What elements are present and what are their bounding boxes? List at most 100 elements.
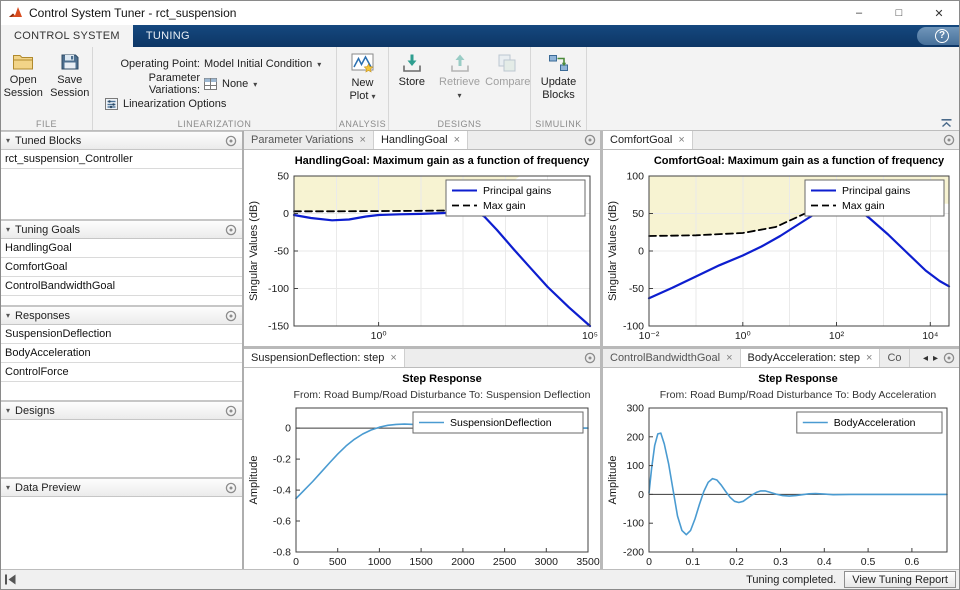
designs-list [1,420,242,478]
tab-parameter-variations[interactable]: Parameter Variations × [244,131,374,149]
parameter-variations-row: Parameter Variations: None ▾ [97,72,332,96]
store-button[interactable]: Store [389,53,435,89]
svg-text:0: 0 [646,556,652,568]
responses-header[interactable]: ▾ Responses [1,306,242,325]
minimize-button[interactable]: – [855,7,863,19]
panel-circle-icon[interactable] [225,135,237,147]
svg-text:0: 0 [285,423,291,435]
toolbar: Open Session Save Session FILE Operating… [1,47,959,131]
suspension-step-tabbar: SuspensionDeflection: step × [244,349,600,368]
tab-control-bandwidth-goal[interactable]: ControlBandwidthGoal × [603,349,741,367]
tab-suspension-deflection-step[interactable]: SuspensionDeflection: step × [244,349,405,367]
svg-text:2000: 2000 [451,556,475,568]
list-item-tuning-goal[interactable]: HandlingGoal [1,239,242,258]
tab-control-system[interactable]: CONTROL SYSTEM [1,25,133,47]
panel-circle-icon[interactable] [225,405,237,417]
close-tab-icon[interactable]: × [453,134,461,146]
panel-circle-icon[interactable] [943,352,955,364]
parameter-variations-value: None [222,78,249,90]
panel-circle-icon[interactable] [225,224,237,236]
simulink-section-label: SIMULINK [535,119,582,129]
data-preview-header[interactable]: ▾ Data Preview [1,478,242,497]
save-session-button[interactable]: Save Session [48,53,93,100]
help-icon: ? [935,29,949,43]
open-session-button[interactable]: Open Session [1,53,46,100]
list-item-tuned-block[interactable]: rct_suspension_Controller [1,150,242,169]
tab-truncated[interactable]: Co [880,349,910,367]
close-tab-icon[interactable]: × [866,352,873,364]
list-item-response[interactable]: SuspensionDeflection [1,325,242,344]
tab-comfort-goal[interactable]: ComfortGoal × [603,131,693,149]
panel-circle-icon[interactable] [584,134,596,146]
close-tab-icon[interactable]: × [726,352,733,364]
handling-goal-tabbar: Parameter Variations × HandlingGoal × [244,131,600,150]
panel-circle-icon[interactable] [584,352,596,364]
new-plot-button[interactable]: New Plot ▾ [340,53,386,103]
svg-text:1500: 1500 [409,556,433,568]
panel-suspension-step: SuspensionDeflection: step × 0 500 1000 150… [244,349,600,569]
save-icon [61,53,79,71]
linearization-options-label: Linearization Options [123,98,227,110]
panel-circle-icon[interactable] [225,310,237,322]
linearization-options-button[interactable]: Linearization Options [105,98,226,110]
suspension-step-chart: 0 500 1000 1500 2000 2500 3000 3500 0 -0.2 -0.4 -0.… [248,373,600,568]
list-item-tuning-goal[interactable]: ComfortGoal [1,258,242,277]
maximize-button[interactable]: □ [895,7,903,19]
svg-text:Step Response: Step Response [758,373,837,385]
close-tab-icon[interactable]: × [678,134,685,146]
body-acceleration-tabbar: ControlBandwidthGoal × BodyAcceleration:… [603,349,959,368]
table-grid-icon [204,78,217,90]
svg-text:From: Road Bump/Road Disturban: From: Road Bump/Road Disturbance To: Bod… [660,389,937,401]
collapse-icon: ▾ [6,406,11,415]
store-label: Store [398,76,425,88]
designs-header[interactable]: ▾ Designs [1,401,242,420]
comfort-goal-tabbar: ComfortGoal × [603,131,959,150]
svg-text:50: 50 [632,208,644,220]
svg-text:10⁰: 10⁰ [371,330,387,342]
comfort-goal-chart: 10⁻² 10⁰ 10² 10⁴ 100 50 0 -50 -100 ComfortGoal: M… [607,155,951,342]
titlebar: Control System Tuner - rct_suspension – … [1,1,959,25]
svg-text:100: 100 [626,460,644,472]
list-item-response[interactable]: BodyAcceleration [1,344,242,363]
tab-tuning[interactable]: TUNING [145,30,190,42]
plot-grid: Parameter Variations × HandlingGoal × 10… [244,131,959,569]
sidebar: ▾ Tuned Blocks rct_suspension_Controller… [1,131,244,569]
operating-point-dropdown[interactable]: Model Initial Condition ▾ [204,58,321,70]
collapse-ribbon-icon[interactable] [940,118,953,128]
svg-text:From: Road Bump/Road Disturban: From: Road Bump/Road Disturbance To: Sus… [294,389,591,401]
section-designs: Store Retrieve ▾ Compare DESIGNS [389,47,531,130]
tab-scroll-left-icon[interactable]: ◂ [922,352,928,364]
tuned-blocks-header[interactable]: ▾ Tuned Blocks [1,131,242,150]
close-tab-icon[interactable]: × [359,134,366,146]
panel-circle-icon[interactable] [225,482,237,494]
collapse-sidebar-icon[interactable] [4,574,17,585]
update-blocks-button[interactable]: Update Blocks [536,53,582,102]
close-tab-icon[interactable]: × [390,352,397,364]
data-preview-list [1,497,242,569]
panel-circle-icon[interactable] [943,134,955,146]
close-button[interactable]: ✕ [934,7,944,20]
parameter-variations-dropdown[interactable]: None ▾ [204,78,257,90]
svg-text:0: 0 [638,489,644,501]
svg-text:0.4: 0.4 [817,556,832,568]
tab-scroll-right-icon[interactable]: ▸ [932,352,938,364]
svg-text:10⁴: 10⁴ [922,330,938,342]
svg-text:-100: -100 [623,321,644,333]
analysis-section-label: ANALYSIS [338,119,387,129]
panel-title: Tuned Blocks [15,134,82,147]
window-title: Control System Tuner - rct_suspension [29,6,237,20]
tuning-goals-header[interactable]: ▾ Tuning Goals [1,220,242,239]
help-button[interactable]: ? [917,27,959,45]
list-item-response[interactable]: ControlForce [1,363,242,382]
tab-handling-goal[interactable]: HandlingGoal × [373,131,469,149]
svg-text:3500: 3500 [576,556,600,568]
svg-text:-150: -150 [268,321,289,333]
tab-body-acceleration-step[interactable]: BodyAcceleration: step × [740,349,881,367]
chevron-down-icon: ▾ [371,92,376,101]
view-tuning-report-button[interactable]: View Tuning Report [844,571,956,588]
svg-text:BodyAcceleration: BodyAcceleration [834,417,916,429]
list-item-tuning-goal[interactable]: ControlBandwidthGoal [1,277,242,296]
panel-title: Designs [15,404,55,417]
panel-tuning-goals: ▾ Tuning Goals HandlingGoal ComfortGoal … [1,220,242,306]
svg-text:-0.4: -0.4 [273,485,291,497]
